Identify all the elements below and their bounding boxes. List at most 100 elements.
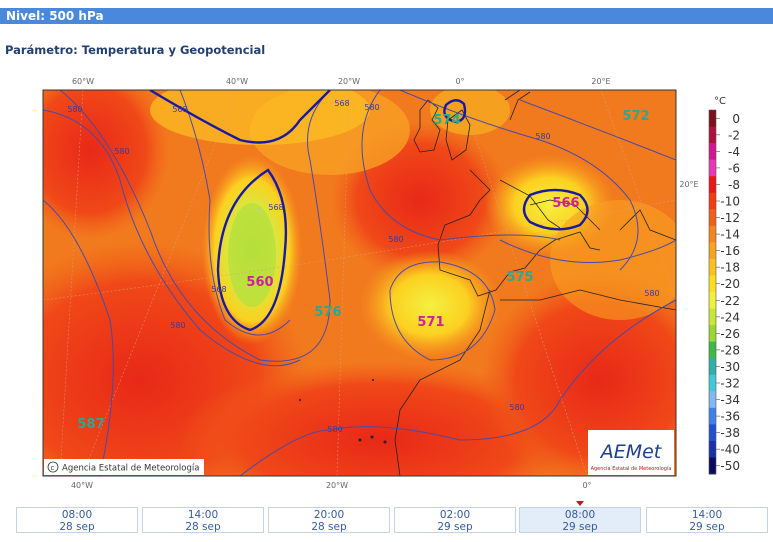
time-step[interactable]: 14:00 28 sep [142,507,264,533]
contour-label: 580 [644,289,659,298]
map-field [43,90,676,476]
legend-label: -20 [720,277,740,291]
time-step-date: 29 sep [437,521,473,533]
legend-label: -6 [728,161,740,175]
legend-swatch [709,159,716,177]
center-value: 572 [622,109,649,124]
contour-label: 580 [535,132,550,141]
lon-label: 40°W [71,481,93,490]
center-value: 574 [433,113,460,128]
legend-label: -38 [720,426,740,440]
legend-swatch [709,258,716,276]
center-value: 575 [506,270,533,285]
time-step-date: 29 sep [689,521,725,533]
legend-label: -14 [720,228,740,242]
legend-label: -24 [720,310,740,324]
legend-label: -40 [720,443,740,457]
legend-swatch [709,341,716,359]
legend-unit: °C [714,96,726,107]
contour-label: 580 [509,403,524,412]
legend-swatch [709,242,716,260]
contour-label: 580 [364,103,379,112]
legend-swatch [709,192,716,210]
contour-label: 580 [388,235,403,244]
legend-label: -34 [720,393,740,407]
center-value: 566 [552,196,579,211]
center-value: 571 [417,315,444,330]
contour-label: 568 [334,99,349,108]
legend-swatch [709,391,716,409]
legend-label: -22 [720,294,740,308]
legend-label: 0 [732,112,740,126]
legend-frame [708,109,717,475]
center-value: 560 [246,275,273,290]
legend-swatch [709,358,716,376]
time-step[interactable]: 20:00 28 sep [268,507,390,533]
legend-label: -8 [728,178,740,192]
legend-swatch [709,407,716,425]
time-step-time: 14:00 [691,509,723,521]
legend-swatch [709,424,716,442]
time-step-time: 08:00 [564,509,596,521]
level-header: Nivel: 500 hPa [0,8,773,24]
copyright-box [44,459,204,475]
lon-label: 40°W [226,77,248,86]
legend-swatch [709,110,716,128]
map: 60°W 40°W 20°W 0° 20°E 20°E 40°W 20°W 0°… [42,77,740,490]
legend-label: -10 [720,195,740,209]
legend-swatch [709,440,716,458]
legend-swatch [709,225,716,243]
legend-label: -30 [720,360,740,374]
legend-swatch [709,292,716,310]
svg-text:c: c [51,464,55,472]
contour-label: 580 [67,105,82,114]
legend-swatch [709,126,716,144]
legend-swatch [709,176,716,194]
time-step[interactable]: 08:00 28 sep [16,507,138,533]
time-step-date: 28 sep [185,521,221,533]
time-step-time: 02:00 [439,509,471,521]
legend-swatch [709,308,716,326]
contour-label: 580 [327,425,342,434]
logo-box [588,430,674,475]
logo-subtitle: Agencia Estatal de Meteorología [591,465,672,472]
center-value: 587 [77,417,104,432]
legend-swatch [709,275,716,293]
center-value: 576 [314,305,341,320]
lon-label: 20°W [326,481,348,490]
lon-label: 0° [455,77,464,86]
time-step-time: 08:00 [61,509,93,521]
lon-label: 20°E [679,180,698,189]
parameter-title: Parámetro: Temperatura y Geopotencial [5,43,266,57]
legend-label: -28 [720,343,740,357]
time-step[interactable]: 14:00 29 sep [646,507,768,533]
time-step-time: 20:00 [313,509,345,521]
lon-label: 20°E [591,77,610,86]
legend-label: -32 [720,377,740,391]
legend-label: -18 [720,261,740,275]
lon-label: 0° [582,481,591,490]
time-step-date: 28 sep [59,521,95,533]
legend-label: -4 [728,145,740,159]
contour-label: 580 [170,321,185,330]
time-step[interactable]: 08:00 29 sep [519,507,641,533]
legend-label: -2 [728,128,740,142]
legend-swatch [709,374,716,392]
contour-label: 568 [268,203,283,212]
legend-swatch [709,143,716,161]
legend-label: -16 [720,244,740,258]
legend-label: -50 [720,459,740,473]
legend-label: -26 [720,327,740,341]
timeline: 08:00 28 sep 14:00 28 sep 20:00 28 sep 02:00 29… [0,500,773,542]
legend-swatch [709,325,716,343]
time-step[interactable]: 02:00 29 sep [394,507,516,533]
legend-swatch [709,209,716,227]
contour-label: 568 [172,105,187,114]
legend-swatch [709,457,716,475]
lon-label: 20°W [338,77,360,86]
legend-label: -12 [720,211,740,225]
time-step-date: 28 sep [311,521,347,533]
legend-label: -36 [720,410,740,424]
lon-label: 60°W [72,77,94,86]
